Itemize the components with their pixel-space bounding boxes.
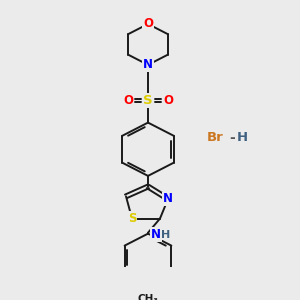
Text: N: N <box>143 58 153 71</box>
Text: H: H <box>236 131 247 144</box>
Text: O: O <box>123 94 133 107</box>
Text: S: S <box>143 94 153 107</box>
Text: CH₃: CH₃ <box>137 294 158 300</box>
Text: O: O <box>143 17 153 31</box>
Text: N: N <box>151 228 161 241</box>
Text: -: - <box>229 131 235 145</box>
Text: H: H <box>161 230 171 239</box>
Text: N: N <box>163 193 173 206</box>
Text: O: O <box>163 94 173 107</box>
Text: S: S <box>128 212 136 225</box>
Text: Br: Br <box>207 131 224 144</box>
